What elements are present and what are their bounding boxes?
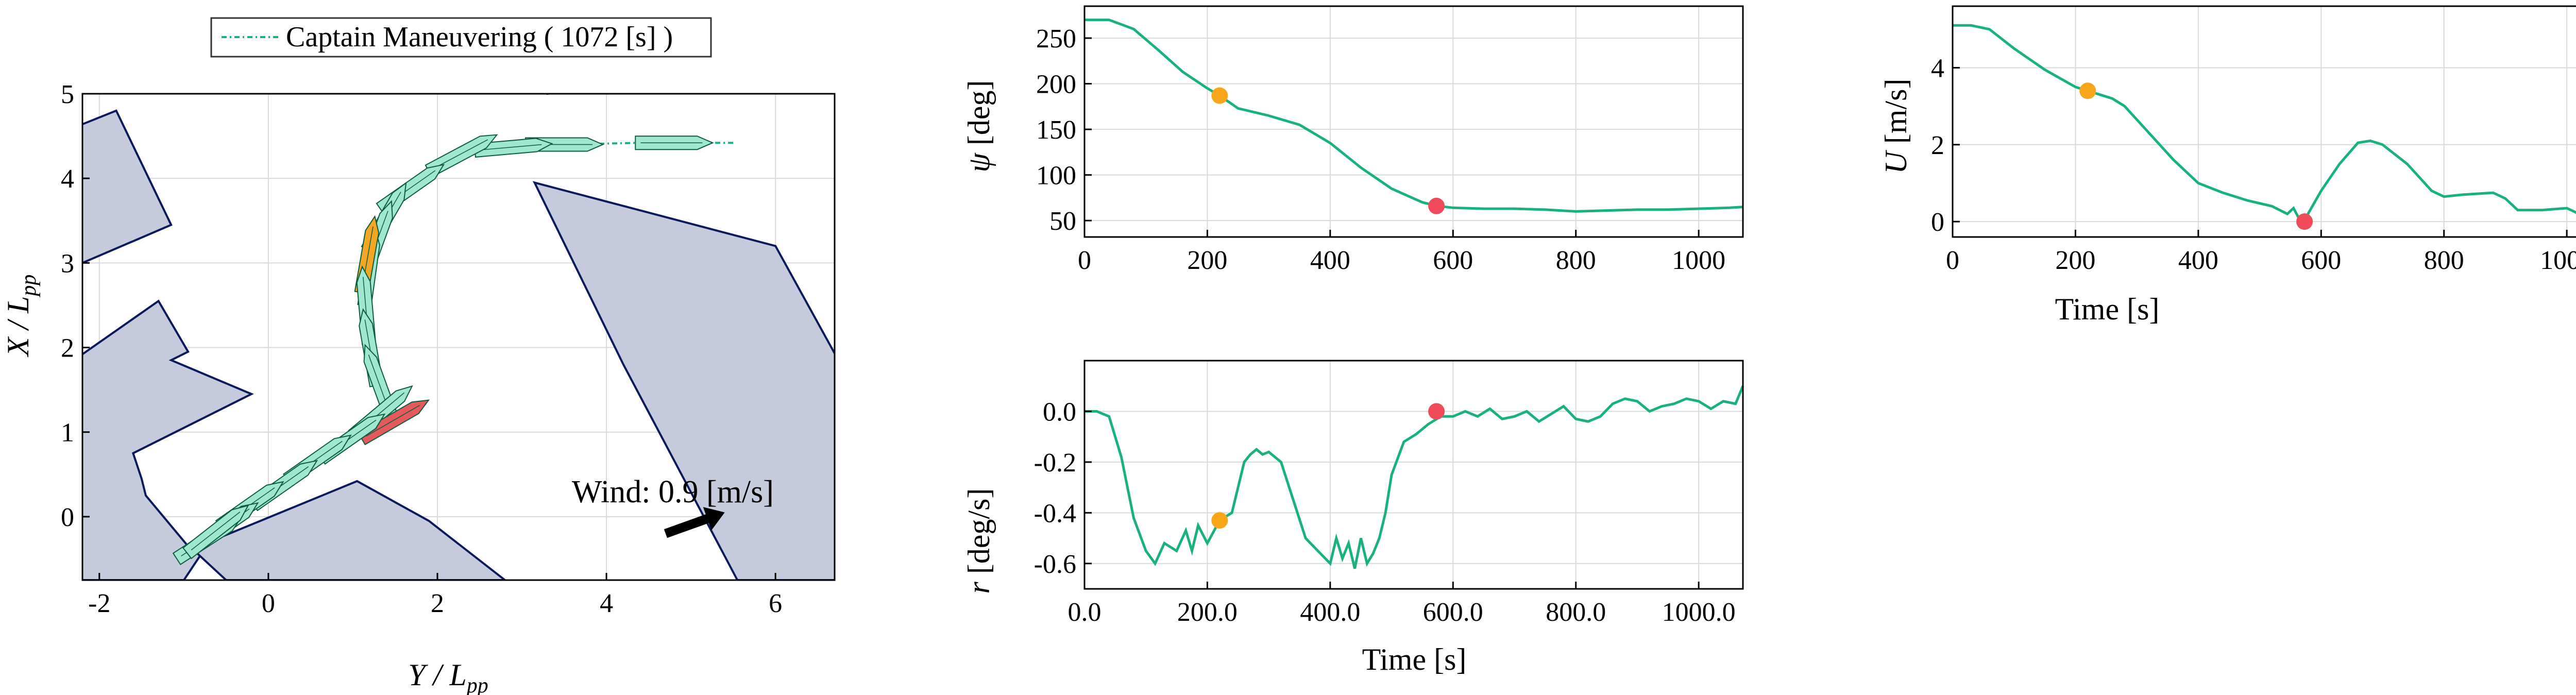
- orange-marker: [1211, 87, 1228, 104]
- y-tick-label: -0.2: [1034, 448, 1076, 478]
- y-axis-label: U [m/s]: [1879, 79, 1913, 174]
- y-tick-label: 2: [1931, 131, 1944, 160]
- x-tick-label: 1000: [2540, 246, 2576, 275]
- speed-series-line: [1953, 24, 2576, 222]
- obstacle-polygon: [82, 299, 254, 580]
- orange-marker: [1211, 512, 1228, 529]
- x-tick-label: 400: [2178, 246, 2218, 275]
- x-tick-label: 0.0: [1068, 598, 1101, 627]
- obstacle-polygon: [190, 480, 507, 580]
- obstacle-polygon: [542, 94, 556, 95]
- ship-centerline: [191, 512, 241, 551]
- ship-centerline: [433, 139, 488, 169]
- yaw-rate-series-line: [1084, 385, 1744, 569]
- trajectory-plot: Wind: 0.9 [m/s] -2 0 2 4 6 0 1 2 3 4 5 Y / Lpp X /…: [1, 17, 836, 695]
- red-marker: [2296, 213, 2313, 230]
- x-tick-label: 1000: [1672, 246, 1725, 275]
- x-tick-label: 200.0: [1177, 598, 1238, 627]
- y-tick-label: 3: [61, 249, 74, 278]
- y-tick-label: 0: [1931, 208, 1944, 237]
- y-tick-label: 250: [1036, 24, 1076, 54]
- y-axis-label: r [deg/s]: [962, 488, 996, 594]
- x-tick-label: 600: [1433, 246, 1473, 275]
- psi-chart: 0 200 400 600 800 1000 50 100 150 200 250 ψ [deg]: [962, 5, 1744, 275]
- y-tick-label: -0.4: [1034, 499, 1076, 528]
- orange-marker: [2079, 82, 2096, 99]
- x-tick-label: -2: [88, 589, 110, 618]
- y-tick-label: 2: [61, 334, 74, 363]
- y-tick-label: 100: [1036, 161, 1076, 191]
- x-tick-label: 2: [431, 589, 444, 618]
- ship-snapshot: [473, 138, 553, 158]
- x-tick-label: 200: [1187, 246, 1227, 275]
- x-tick-label: 600: [2301, 246, 2341, 275]
- yaw-rate-chart: 0.0 200.0 400.0 600.0 800.0 1000.0 0.0 -0.2 -0.4…: [962, 360, 1744, 676]
- ship-snapshot: [182, 504, 249, 560]
- x-tick-label: 0: [262, 589, 275, 618]
- red-marker: [1428, 403, 1445, 420]
- x-axis-label: Time [s]: [2055, 292, 2160, 326]
- y-tick-label: 1: [61, 418, 74, 448]
- y-tick-label: 0: [61, 503, 74, 532]
- y-tick-label: 200: [1036, 70, 1076, 99]
- y-tick-label: 5: [61, 80, 74, 109]
- y-axis-label: ψ [deg]: [962, 80, 996, 173]
- x-tick-label: 6: [769, 589, 782, 618]
- y-tick-label: 0.0: [1043, 397, 1076, 427]
- plot-frame: [1083, 360, 1744, 590]
- x-tick-label: 400.0: [1300, 598, 1360, 627]
- plot-frame: [1083, 5, 1744, 238]
- y-tick-label: -0.6: [1034, 550, 1076, 579]
- plot-frame: [81, 93, 836, 581]
- plot-frame: [1952, 5, 2576, 238]
- wind-arrow-shape: [664, 507, 725, 538]
- x-tick-label: 800: [2424, 246, 2464, 275]
- y-axis-label: X / Lpp: [1, 275, 41, 358]
- x-tick-label: 400: [1310, 246, 1350, 275]
- x-tick-label: 800: [1556, 246, 1596, 275]
- red-ship-snapshot: [358, 399, 430, 446]
- y-tick-label: 4: [1931, 54, 1944, 83]
- wind-annotation: Wind: 0.9 [m/s]: [572, 474, 774, 510]
- x-axis-label: Time [s]: [1362, 642, 1467, 676]
- legend-label: Captain Maneuvering ( 1072 [s] ): [286, 21, 673, 53]
- x-tick-label: 800.0: [1546, 598, 1606, 627]
- red-marker: [1428, 197, 1445, 214]
- y-tick-label: 50: [1049, 207, 1076, 236]
- wind-arrow: [664, 507, 725, 538]
- obstacle-polygon: [82, 109, 173, 264]
- obstacle-polygon: [532, 181, 835, 580]
- x-tick-label: 200: [2055, 246, 2095, 275]
- y-tick-label: 150: [1036, 115, 1076, 145]
- ship-centerline: [366, 404, 420, 437]
- x-tick-label: 1000.0: [1662, 598, 1736, 627]
- ship-centerline: [480, 144, 542, 150]
- legend: Captain Maneuvering ( 1072 [s] ): [210, 17, 712, 58]
- x-tick-label: 0: [1946, 246, 1959, 275]
- x-axis-label: Y / Lpp: [408, 658, 488, 695]
- speed-chart: 0 200 400 600 800 1000 0 2 4 U [m/s] Time [s]: [1879, 5, 2576, 326]
- y-tick-label: 4: [61, 164, 74, 194]
- x-tick-label: 0: [1078, 246, 1091, 275]
- psi-series-line: [1084, 19, 1743, 213]
- x-tick-label: 4: [600, 589, 613, 618]
- x-tick-label: 600.0: [1423, 598, 1483, 627]
